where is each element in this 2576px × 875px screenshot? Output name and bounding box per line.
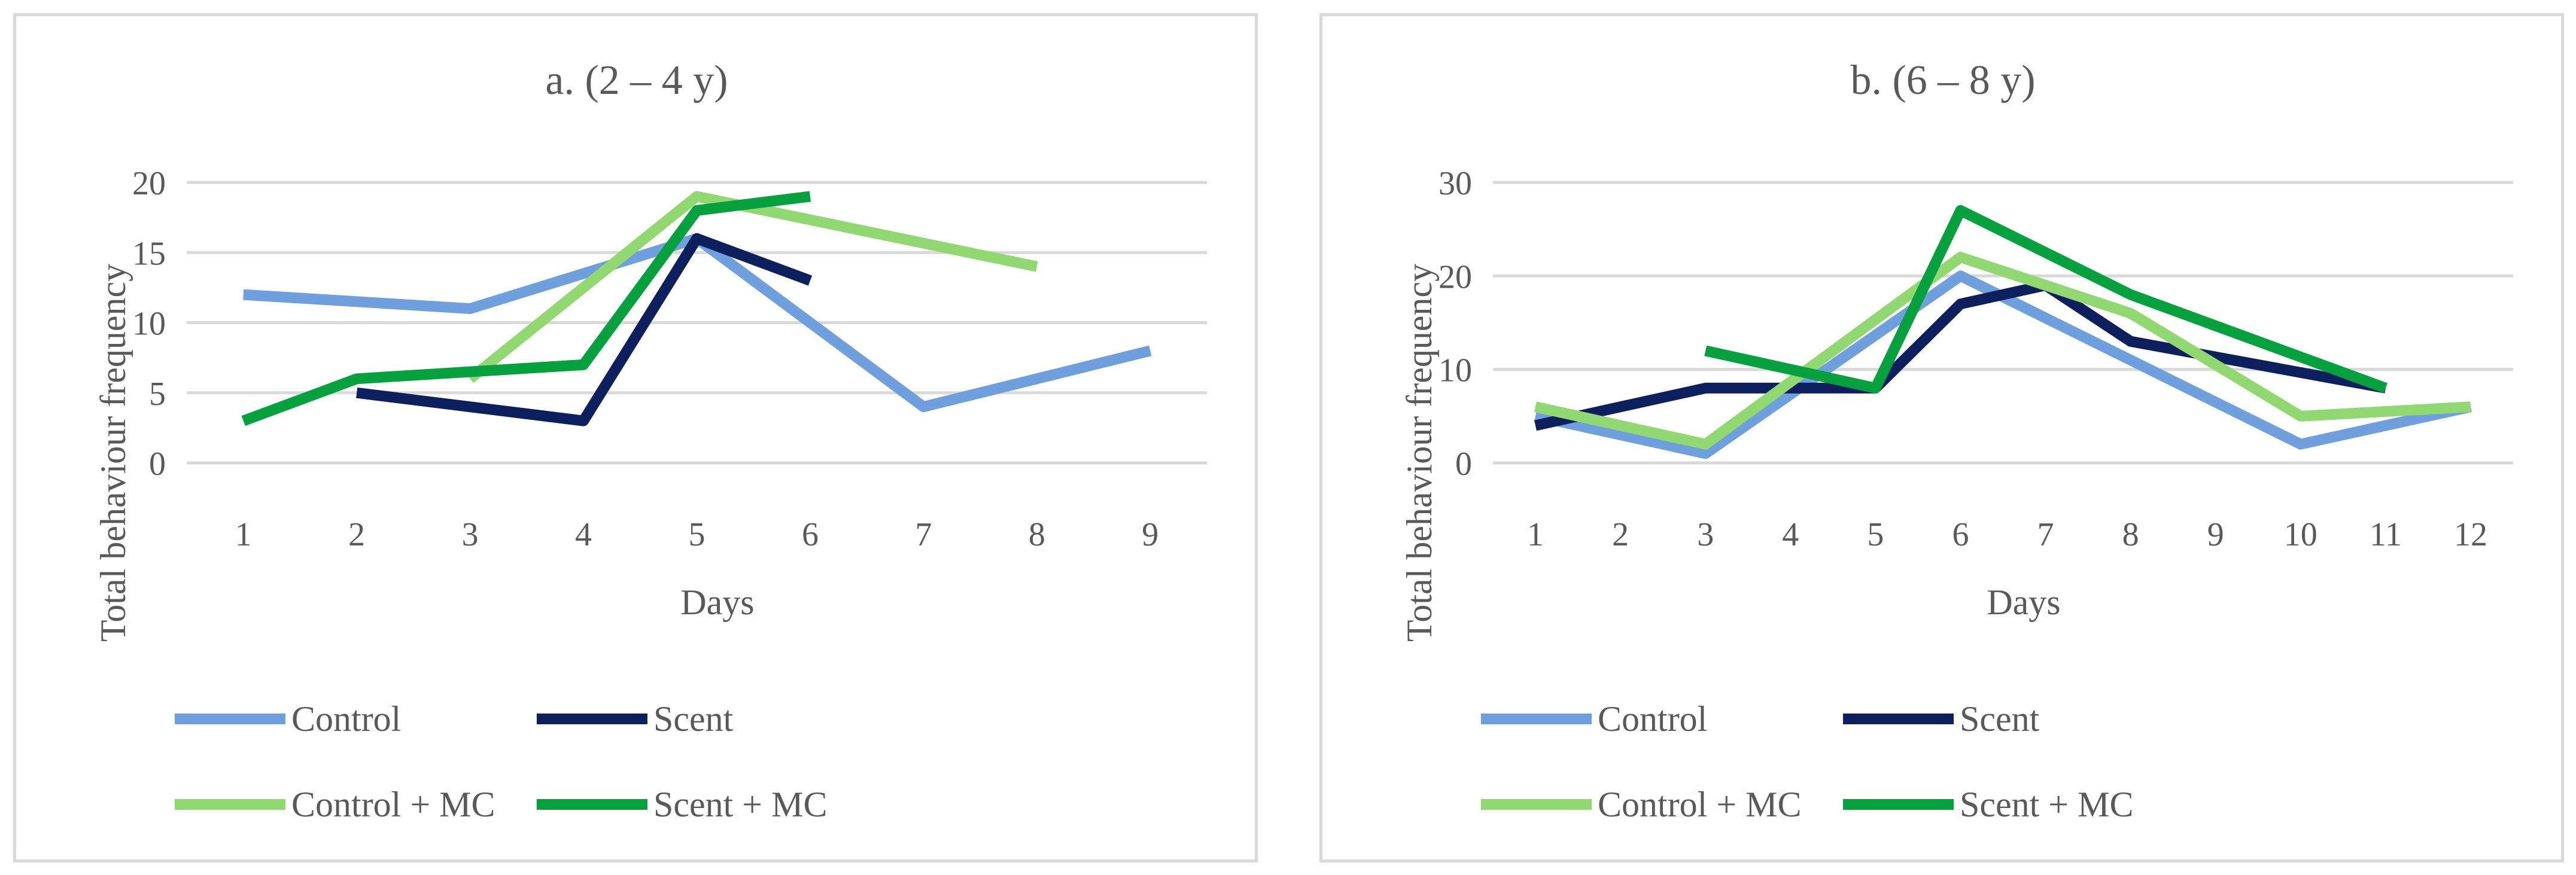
chart-b-ylabel: Total behaviour frequency xyxy=(1400,264,1439,642)
x-tick-label: 3 xyxy=(462,516,479,553)
series-line-scent xyxy=(1534,279,2387,431)
y-tick-label: 10 xyxy=(132,306,166,343)
x-tick-label: 12 xyxy=(2454,516,2487,553)
series-line-scent xyxy=(356,233,813,426)
x-tick-label: 3 xyxy=(1697,516,1714,553)
x-tick-label: 2 xyxy=(348,516,365,553)
x-tick-label: 9 xyxy=(2207,516,2224,553)
series-line-scent-mc xyxy=(241,191,811,426)
x-tick-label: 1 xyxy=(235,516,252,553)
chart-b-xlabel: Days xyxy=(1987,583,2060,622)
chart-a-xlabel: Days xyxy=(680,583,754,622)
x-tick-label: 6 xyxy=(802,516,819,553)
y-tick-label: 5 xyxy=(149,376,166,413)
x-tick-label: 5 xyxy=(689,516,705,553)
x-tick-label: 11 xyxy=(2370,516,2402,553)
x-tick-label: 7 xyxy=(2037,516,2054,553)
x-tick-label: 8 xyxy=(2122,516,2139,553)
chart-a-svg: a. (2 – 4 y) 0 5 10 15 20 1 2 3 4 5 6 7 8 9 Days Tot… xyxy=(93,57,1207,824)
chart-a-title: a. (2 – 4 y) xyxy=(545,57,728,103)
x-tick-label: 5 xyxy=(1867,516,1884,553)
chart-panel-b: b. (6 – 8 y) 0 10 20 30 1 2 3 4 5 6 7 8 9 10 11 12 Day… xyxy=(1319,13,2564,862)
legend-label: Control + MC xyxy=(1598,785,1802,824)
legend-label: Scent + MC xyxy=(653,785,828,824)
legend-label: Scent + MC xyxy=(1960,785,2134,824)
legend-label: Scent xyxy=(1960,699,2040,739)
x-tick-label: 6 xyxy=(1952,516,1969,553)
chart-panel-a: a. (2 – 4 y) 0 5 10 15 20 1 2 3 4 5 6 7 8 9 Days Tot… xyxy=(13,13,1258,862)
y-tick-label: 0 xyxy=(149,446,166,483)
chart-a-ylabel: Total behaviour frequency xyxy=(93,264,133,642)
series-line-control-mc xyxy=(466,191,1038,383)
y-tick-label: 30 xyxy=(1438,165,1472,202)
chart-b-title: b. (6 – 8 y) xyxy=(1850,57,2035,103)
x-tick-label: 9 xyxy=(1142,516,1158,553)
y-tick-label: 15 xyxy=(132,235,166,272)
y-tick-label: 0 xyxy=(1455,446,1472,483)
x-tick-label: 4 xyxy=(1782,516,1799,553)
legend-label: Scent xyxy=(653,699,734,739)
series-line-scent-mc xyxy=(1704,205,2388,394)
x-tick-label: 2 xyxy=(1612,516,1629,553)
legend-label: Control xyxy=(291,699,401,739)
x-tick-label: 8 xyxy=(1029,516,1045,553)
x-tick-label: 10 xyxy=(2284,516,2318,553)
x-tick-label: 1 xyxy=(1527,516,1544,553)
y-tick-label: 20 xyxy=(1438,258,1472,295)
y-tick-label: 20 xyxy=(132,165,166,202)
series-line-control xyxy=(1534,270,2472,459)
x-tick-label: 7 xyxy=(915,516,932,553)
legend-label: Control xyxy=(1598,699,1707,739)
legend-label: Control + MC xyxy=(291,785,495,824)
x-tick-label: 4 xyxy=(575,516,592,553)
series-line-control-mc xyxy=(1534,252,2471,450)
y-tick-label: 10 xyxy=(1438,352,1472,389)
